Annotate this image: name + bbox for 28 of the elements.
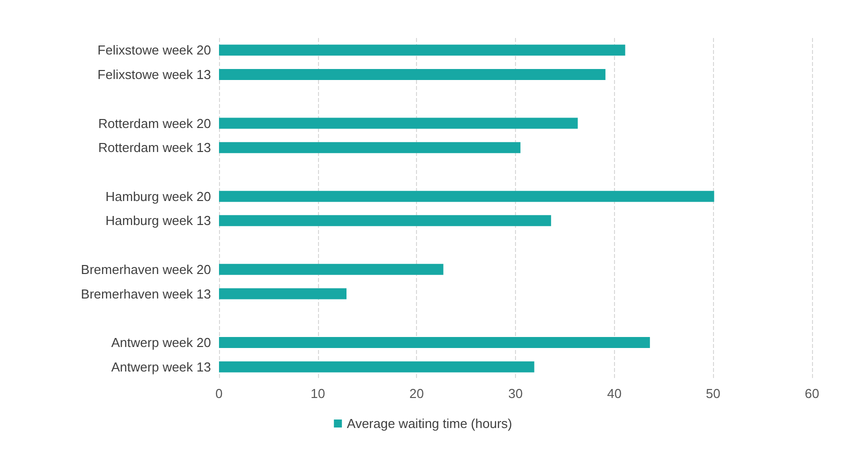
bar (219, 44, 626, 56)
bar (219, 69, 606, 80)
y-tick-label: Hamburg week 13 (106, 213, 211, 228)
bar (219, 264, 444, 275)
bar (219, 215, 552, 226)
x-tick-label: 0 (215, 386, 223, 401)
x-tick-label: 20 (409, 386, 424, 401)
x-tick-label: 50 (706, 386, 720, 401)
bar (219, 361, 534, 372)
x-tick-label: 40 (607, 386, 622, 401)
y-tick-label: Antwerp week 13 (111, 359, 211, 374)
y-tick-label: Bremerhaven week 20 (80, 262, 211, 277)
y-tick-label: Rotterdam week 13 (98, 140, 211, 156)
y-tick-label: Bremerhaven week 13 (80, 286, 211, 302)
y-tick-label: Rotterdam week 20 (98, 116, 211, 131)
x-tick-label: 60 (804, 386, 820, 401)
x-tick-label: 10 (310, 386, 326, 401)
bar (219, 190, 714, 202)
bar (219, 118, 578, 129)
y-tick-label: Felixstowe week 20 (98, 42, 211, 58)
legend-label: Average waiting time (hours) (346, 416, 512, 431)
y-tick-label: Felixstowe week 13 (98, 67, 211, 82)
y-tick-label: Hamburg week 20 (106, 188, 211, 204)
y-tick-label: Antwerp week 20 (111, 334, 211, 350)
bar (219, 336, 650, 348)
x-tick-label: 30 (508, 386, 523, 401)
bar (219, 288, 346, 300)
bar (219, 142, 520, 154)
